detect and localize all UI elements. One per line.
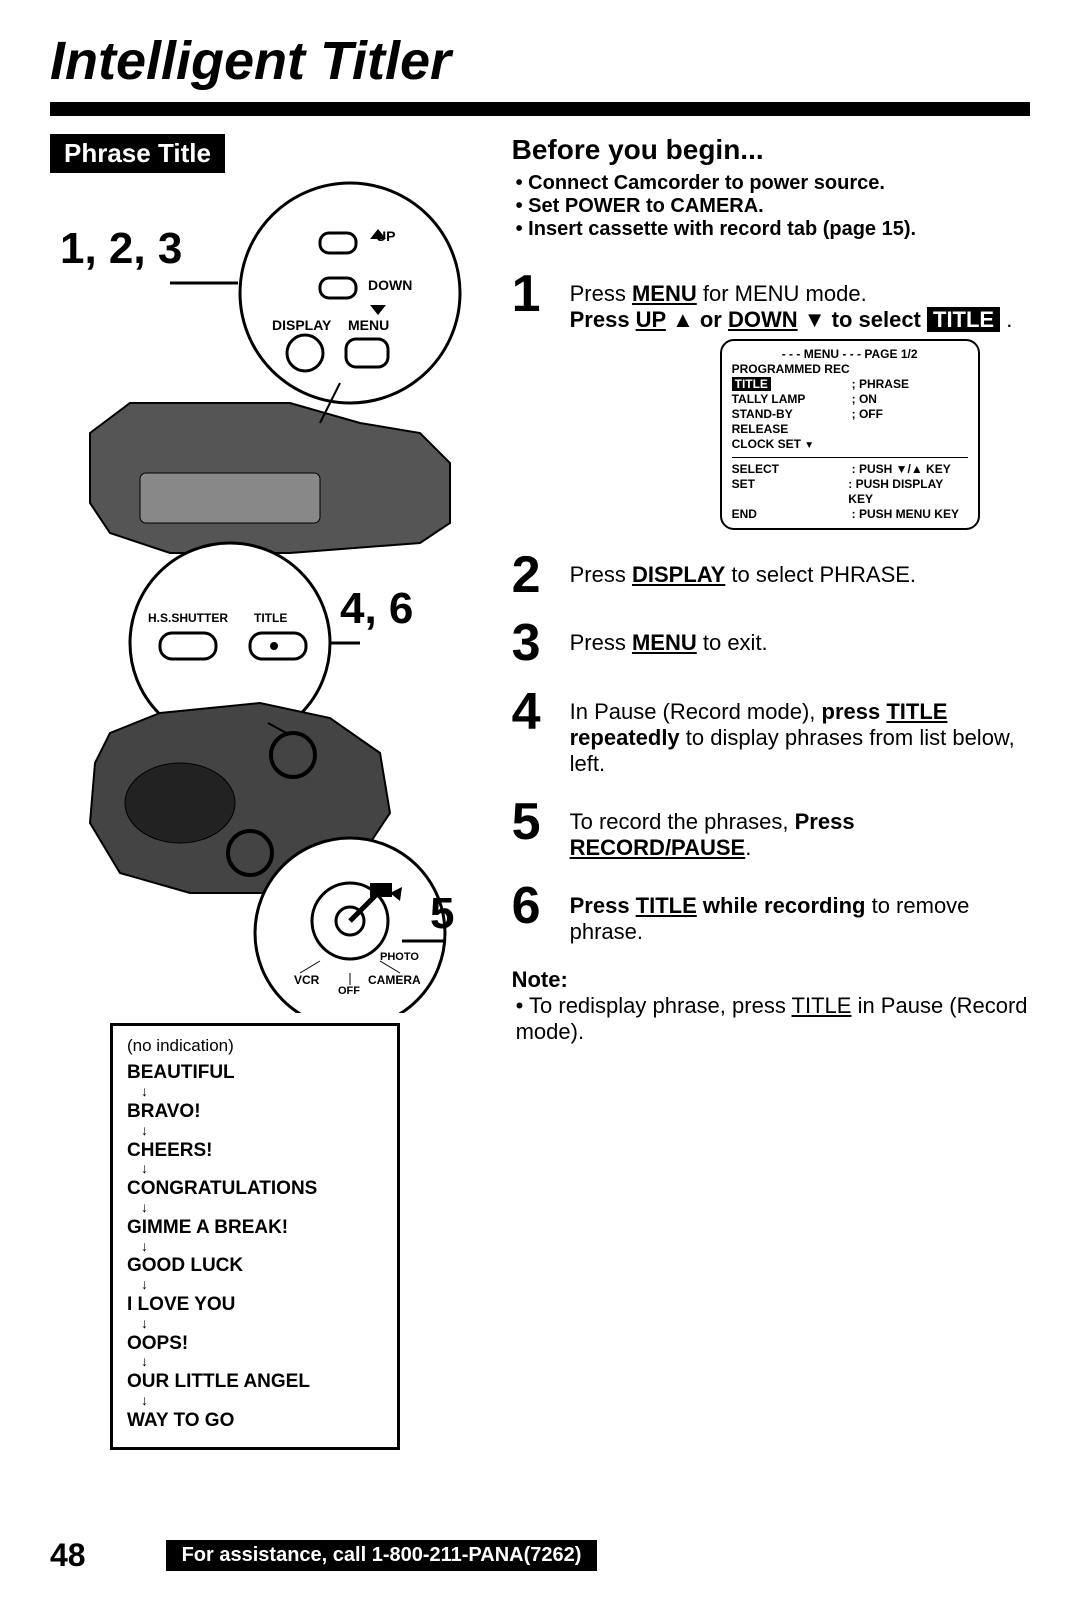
step-ref-46: 4, 6	[340, 584, 413, 634]
step-number: 1	[512, 271, 552, 530]
label-display: DISPLAY	[272, 317, 331, 333]
phrase-item: OUR LITTLE ANGEL	[127, 1371, 383, 1394]
menu-line: CLOCK SET ▼	[732, 437, 968, 453]
menu-line: TALLY LAMP; ON	[732, 392, 968, 407]
step-number: 6	[512, 883, 552, 945]
phrase-item: BRAVO!	[127, 1101, 383, 1124]
phrase-item: GOOD LUCK	[127, 1255, 383, 1278]
arrow-down-icon: ↓	[141, 1126, 383, 1136]
step-2-body: Press DISPLAY to select PHRASE.	[570, 552, 916, 599]
step-1-body: Press MENU for MENU mode. Press UP ▲ or …	[570, 271, 1013, 530]
camcorder-diagram: UP DOWN DISPLAY MENU H.S.SHUTTER TITLE V…	[50, 173, 492, 1013]
page-number: 48	[50, 1537, 86, 1574]
menu-line: SELECT: PUSH ▼/▲ KEY	[732, 462, 968, 477]
page-title: Intelligent Titler	[50, 30, 1030, 98]
label-title: TITLE	[254, 611, 287, 625]
bullet-item: Connect Camcorder to power source.	[516, 172, 1030, 195]
title-inverse: TITLE	[927, 307, 1000, 332]
bullet-item: Set POWER to CAMERA.	[516, 195, 1030, 218]
arrow-down-icon: ↓	[141, 1164, 383, 1174]
menu-line: PROGRAMMED REC	[732, 362, 968, 377]
before-heading: Before you begin...	[512, 134, 1030, 166]
menu-line: STAND-BY RELEASE; OFF	[732, 407, 968, 437]
step-number: 3	[512, 620, 552, 667]
step-5-body: To record the phrases, Press RECORD/PAUS…	[570, 799, 1030, 861]
label-off: OFF	[338, 985, 360, 997]
label-menu: MENU	[348, 317, 389, 333]
phrase-item: CONGRATULATIONS	[127, 1178, 383, 1201]
arrow-down-icon: ↓	[141, 1203, 383, 1213]
step-4-body: In Pause (Record mode), press TITLE repe…	[570, 689, 1030, 777]
menu-header: - - - MENU - - - PAGE 1/2	[732, 347, 968, 362]
assistance-bar: For assistance, call 1-800-211-PANA(7262…	[166, 1540, 598, 1571]
phrase-title-badge: Phrase Title	[50, 134, 225, 173]
step-number: 5	[512, 799, 552, 861]
step-ref-5: 5	[430, 889, 454, 939]
phrase-item: GIMME A BREAK!	[127, 1217, 383, 1240]
phrase-item: OOPS!	[127, 1333, 383, 1356]
arrow-down-icon: ↓	[141, 1319, 383, 1329]
label-down: DOWN	[368, 277, 412, 293]
arrow-down-icon: ↓	[141, 1396, 383, 1406]
phrase-item: BEAUTIFUL	[127, 1062, 383, 1085]
note-heading: Note:	[512, 967, 1030, 993]
step-6-body: Press TITLE while recording to remove ph…	[570, 883, 1030, 945]
menu-line: SET: PUSH DISPLAY KEY	[732, 477, 968, 507]
note-body: • To redisplay phrase, press TITLE in Pa…	[516, 993, 1030, 1045]
title-underline	[50, 102, 1030, 116]
phrase-list: (no indication) BEAUTIFUL ↓ BRAVO! ↓ CHE…	[110, 1023, 400, 1450]
arrow-down-icon: ↓	[141, 1087, 383, 1097]
phrase-item: WAY TO GO	[127, 1410, 383, 1433]
label-vcr: VCR	[294, 973, 319, 987]
label-hsshutter: H.S.SHUTTER	[148, 611, 228, 625]
step-number: 4	[512, 689, 552, 777]
arrow-down-icon: ↓	[141, 1280, 383, 1290]
bullet-item: Insert cassette with record tab (page 15…	[516, 218, 1030, 241]
phrase-item: I LOVE YOU	[127, 1294, 383, 1317]
before-bullets: Connect Camcorder to power source. Set P…	[516, 172, 1030, 241]
step-3-body: Press MENU to exit.	[570, 620, 768, 667]
menu-screen: - - - MENU - - - PAGE 1/2 PROGRAMMED REC…	[720, 339, 980, 530]
menu-line: TITLE; PHRASE	[732, 377, 968, 392]
no-indication: (no indication)	[127, 1036, 383, 1056]
menu-line: END: PUSH MENU KEY	[732, 507, 968, 522]
arrow-down-icon: ↓	[141, 1357, 383, 1367]
label-camera: CAMERA	[368, 973, 421, 987]
label-photo: PHOTO	[380, 951, 419, 963]
arrow-down-icon: ↓	[141, 1242, 383, 1252]
label-up: UP	[376, 228, 395, 244]
step-number: 2	[512, 552, 552, 599]
phrase-item: CHEERS!	[127, 1140, 383, 1163]
